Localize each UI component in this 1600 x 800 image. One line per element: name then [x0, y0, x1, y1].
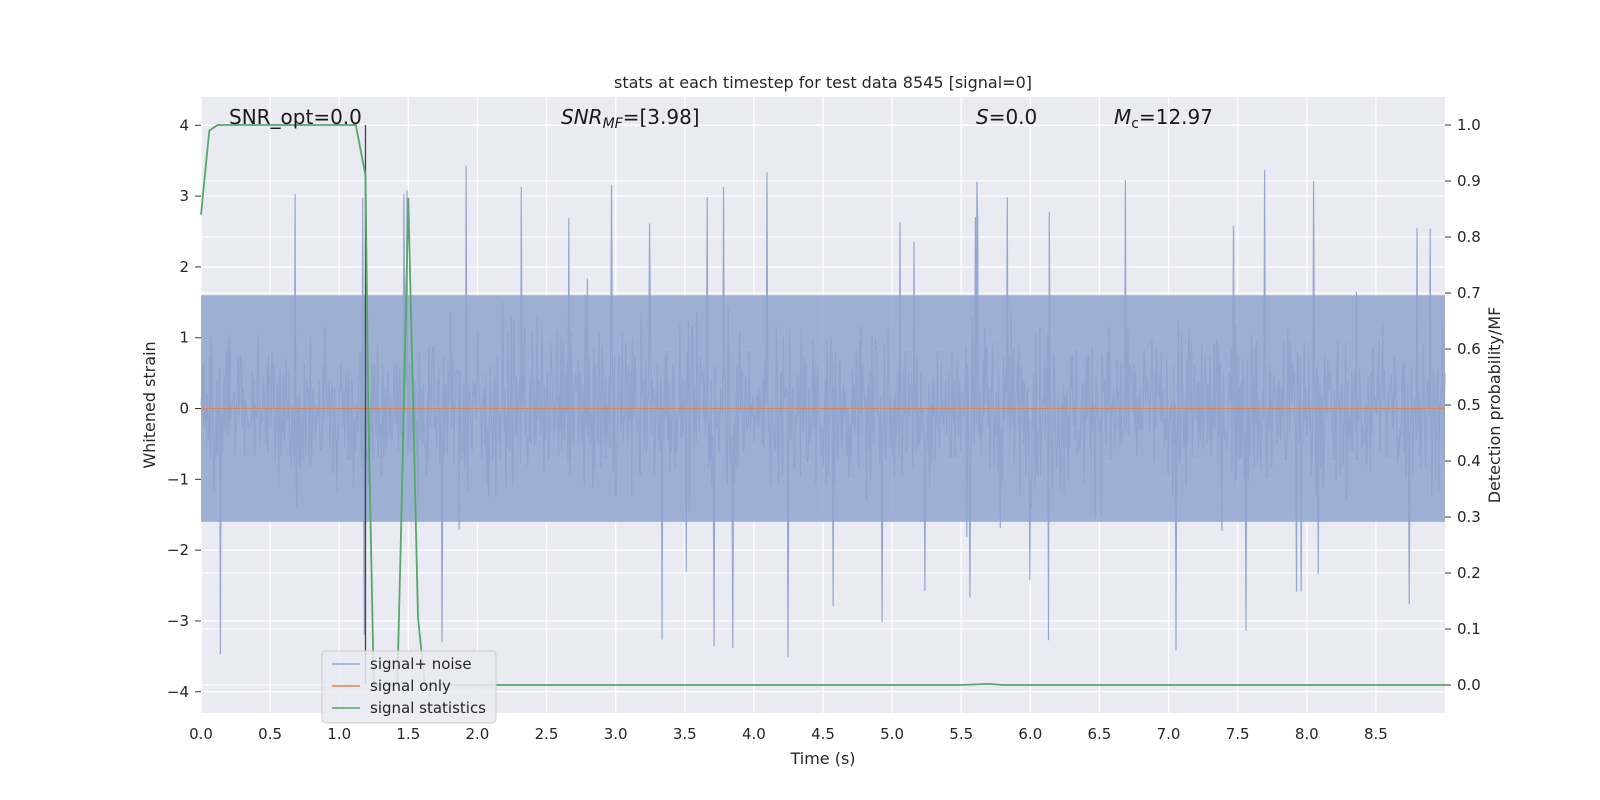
y-left-tick-label: −3 — [167, 612, 189, 630]
annotation-snr-mf: SNRMF=[3.98] — [561, 105, 700, 132]
annotation-snr-mf-sub: MF — [603, 116, 624, 132]
x-tick-label: 6.0 — [1018, 725, 1042, 743]
y-right-tick-label: 1.0 — [1457, 116, 1481, 134]
y-right-tick-label: 0.9 — [1457, 172, 1481, 190]
annotation-s: S=0.0 — [976, 105, 1037, 129]
y-right-tick-label: 0.7 — [1457, 284, 1481, 302]
annotation-mc-value: =12.97 — [1139, 105, 1213, 129]
x-axis-label: Time (s) — [789, 749, 855, 768]
legend-label-signal-statistics: signal statistics — [370, 699, 486, 717]
annotation-mc-sub: c — [1131, 116, 1139, 132]
x-tick-label: 7.5 — [1226, 725, 1250, 743]
y-axis-right-label: Detection probability/MF — [1485, 307, 1504, 504]
y-right-tick-label: 0.3 — [1457, 508, 1481, 526]
x-tick-label: 3.5 — [673, 725, 697, 743]
legend-box — [321, 650, 497, 724]
x-tick-label: 2.0 — [466, 725, 490, 743]
y-left-tick-label: 3 — [179, 187, 189, 205]
x-tick-label: 1.5 — [396, 725, 420, 743]
y-axis-right: 1.0 0.9 0.8 0.7 0.6 0.5 0.4 0.3 0.2 0.1 0.0 — [1445, 116, 1481, 694]
chart-title: stats at each timestep for test data 854… — [614, 73, 1032, 92]
y-left-tick-label: −4 — [167, 683, 189, 701]
y-right-tick-label: 0.0 — [1457, 676, 1481, 694]
x-tick-label: 5.0 — [880, 725, 904, 743]
legend-label-signal-noise: signal+ noise — [370, 655, 472, 673]
x-tick-label: 8.0 — [1295, 725, 1319, 743]
x-tick-label: 6.5 — [1088, 725, 1112, 743]
x-tick-label: 7.0 — [1157, 725, 1181, 743]
x-tick-label: 8.5 — [1364, 725, 1388, 743]
y-left-tick-label: 4 — [179, 116, 189, 134]
annotation-snr-opt: SNR_opt=0.0 — [229, 105, 362, 129]
x-tick-label: 0.5 — [258, 725, 282, 743]
y-right-tick-label: 0.1 — [1457, 620, 1481, 638]
annotation-snr-mf-base: SNR — [561, 105, 603, 129]
legend-label-signal-only: signal only — [370, 677, 451, 695]
y-right-tick-label: 0.8 — [1457, 228, 1481, 246]
annotation-s-value: =0.0 — [989, 105, 1038, 129]
y-right-tick-label: 0.6 — [1457, 340, 1481, 358]
y-right-tick-label: 0.4 — [1457, 452, 1481, 470]
legend: signal+ noise signal only signal statist… — [321, 650, 497, 724]
x-tick-label: 4.0 — [742, 725, 766, 743]
y-left-tick-label: −2 — [167, 541, 189, 559]
signal-noise-line — [200, 165, 1446, 658]
x-tick-label: 5.5 — [949, 725, 973, 743]
y-left-tick-label: 2 — [179, 258, 189, 276]
x-tick-label: 0.0 — [189, 725, 213, 743]
y-left-tick-label: −1 — [167, 470, 189, 488]
x-tick-label: 4.5 — [811, 725, 835, 743]
x-tick-label: 2.5 — [535, 725, 559, 743]
x-axis: 0.0 0.5 1.0 1.5 2.0 2.5 3.0 3.5 4.0 4.5 5.0 5.5 6.0 6… — [189, 725, 1388, 743]
x-tick-label: 3.0 — [604, 725, 628, 743]
x-tick-label: 1.0 — [327, 725, 351, 743]
signal-statistics-line — [200, 124, 1445, 686]
y-left-tick-label: 1 — [179, 329, 189, 347]
annotation-snr-mf-value: =[3.98] — [623, 105, 700, 129]
y-right-tick-label: 0.5 — [1457, 396, 1481, 414]
y-right-tick-label: 0.2 — [1457, 564, 1481, 582]
annotation-mc: Mc=12.97 — [1114, 105, 1213, 132]
y-left-tick-label: 0 — [179, 400, 189, 418]
y-axis-left-label: Whitened strain — [140, 341, 159, 468]
annotation-mc-symbol: M — [1114, 105, 1131, 129]
annotation-s-symbol: S — [976, 105, 989, 129]
y-axis-left: 4 3 2 1 0 −1 −2 −3 −4 — [167, 116, 201, 701]
